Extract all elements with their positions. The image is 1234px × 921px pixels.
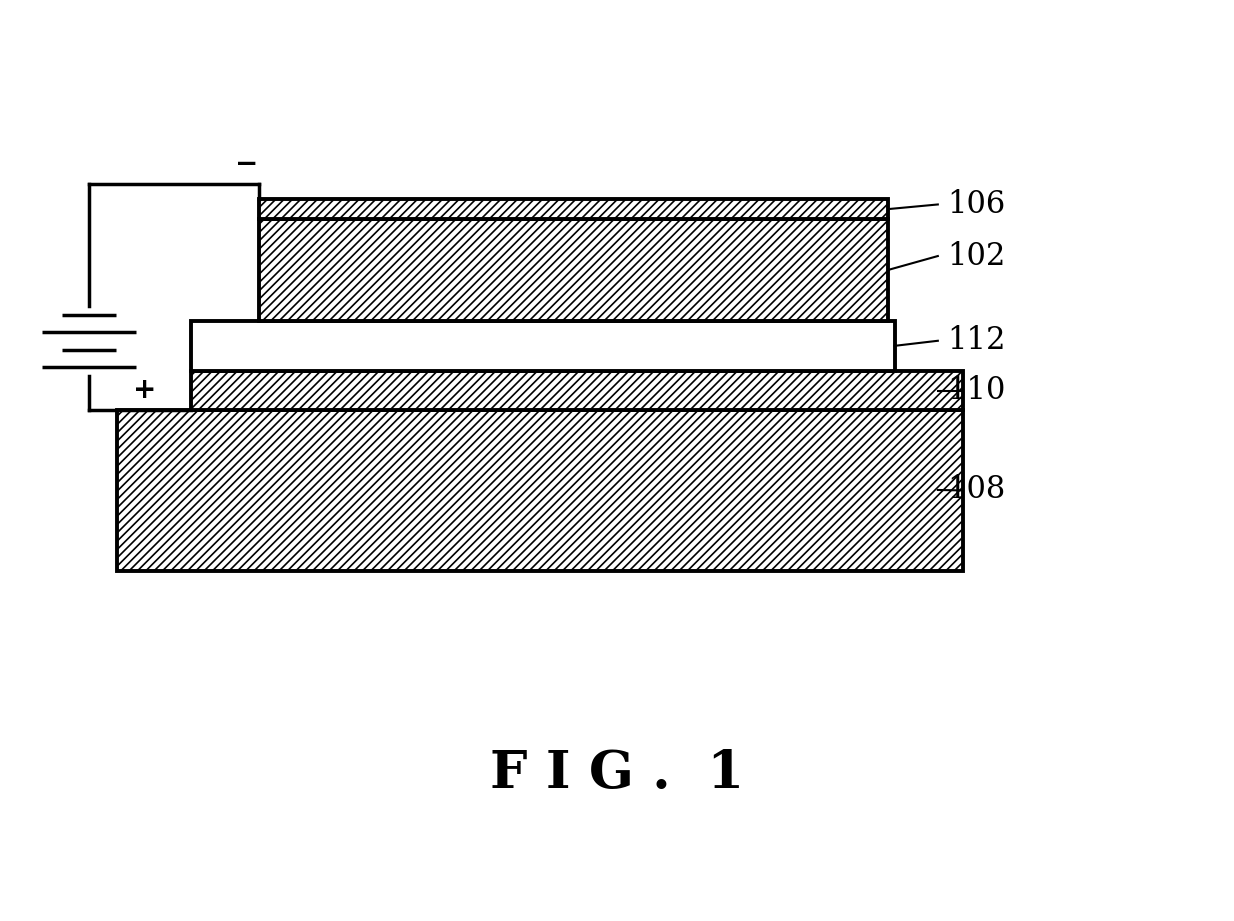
Text: 106: 106 bbox=[948, 189, 1006, 220]
Text: 108: 108 bbox=[948, 474, 1006, 506]
Text: 112: 112 bbox=[948, 325, 1006, 356]
Bar bbox=[117, 410, 963, 571]
Bar bbox=[259, 219, 888, 321]
Bar bbox=[191, 321, 895, 371]
Text: 110: 110 bbox=[948, 375, 1006, 406]
Text: 102: 102 bbox=[948, 240, 1006, 272]
Bar bbox=[259, 199, 888, 219]
Text: F I G .  1: F I G . 1 bbox=[490, 748, 744, 799]
Text: −: − bbox=[236, 150, 258, 178]
Text: +: + bbox=[133, 376, 155, 403]
Bar bbox=[191, 371, 963, 410]
